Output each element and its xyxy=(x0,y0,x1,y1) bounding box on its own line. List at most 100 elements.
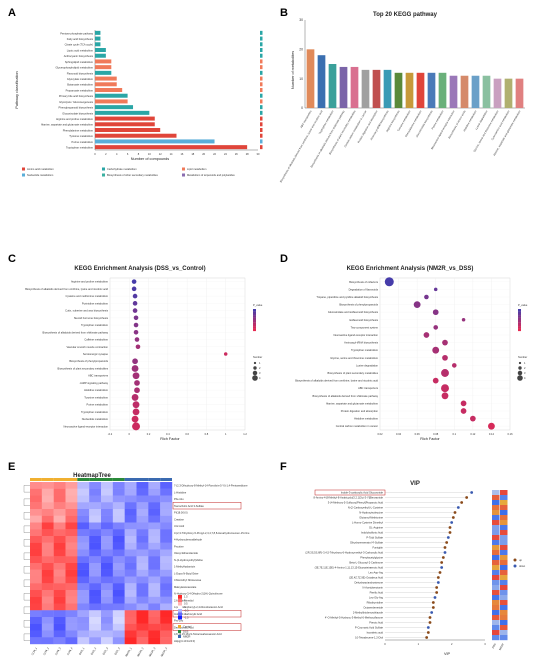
panel-f-vip-dot xyxy=(448,526,452,529)
panel-f-vip-dot xyxy=(435,586,439,589)
panel-a-bar xyxy=(95,122,155,127)
panel-b-y-tick-label: 0 xyxy=(301,106,303,110)
panel-e-heatmap-cell xyxy=(53,529,66,537)
panel-a-x-tick-label: 4 xyxy=(116,152,118,156)
panel-e-heatmap-cell xyxy=(41,576,54,584)
panel-e-scale-step xyxy=(178,609,182,613)
panel-e-heatmap-cell xyxy=(41,596,54,604)
panel-e-heatmap-cell xyxy=(41,502,54,510)
panel-a-x-tick-label: 26 xyxy=(235,152,238,156)
panel-e-heatmap-cell xyxy=(112,569,125,577)
panel-e-heatmap-cell xyxy=(148,509,161,516)
panel-c-category-label: Neuroactive ligand-receptor interaction xyxy=(63,424,108,428)
panel-e-heatmap-cell xyxy=(112,576,125,584)
panel-a-class-marker xyxy=(260,133,263,138)
panel-e-heatmap-cell xyxy=(30,549,43,557)
panel-e-heatmap-cell xyxy=(124,610,137,618)
panel-f-side-heat-cell xyxy=(492,500,500,506)
panel-f-vip-dot xyxy=(443,546,447,549)
panel-f-side-heat-cell xyxy=(492,600,500,606)
panel-e-heatmap-cell xyxy=(41,488,54,496)
panel-e-heatmap-cell xyxy=(53,488,66,496)
panel-d-category-label: Biosynthesis of alkaloids derived from s… xyxy=(313,394,379,398)
panel-e-heatmap-cell xyxy=(101,515,114,523)
panel-d-category-label: Alanine, aspartate and glutamate metabol… xyxy=(326,401,378,405)
panel-f-category-label: DL-Arginine xyxy=(369,525,383,529)
panel-e-heatmap-cell xyxy=(136,603,149,611)
panel-e-heatmap-cell xyxy=(101,576,114,584)
panel-e-heatmap-cell xyxy=(136,623,149,631)
panel-c-legend-gradient-step xyxy=(253,317,256,321)
panel-f-vip-dot xyxy=(430,611,434,614)
panel-e-heatmap-cell xyxy=(89,556,102,564)
panel-c-x-tick-label: -0.2 xyxy=(108,432,113,436)
panel-c-legend-title: P_value xyxy=(253,303,263,307)
panel-a-class-marker xyxy=(260,116,263,121)
panel-d-legend-size-label: 2 xyxy=(524,366,526,370)
panel-e-heatmap-cell xyxy=(30,488,43,496)
panel-e-heatmap-cell xyxy=(65,637,78,645)
panel-e-heatmap-cell xyxy=(101,617,114,624)
panel-e-heatmap-cell xyxy=(89,502,102,510)
panel-c-category-label: Tryptophan metabolism xyxy=(81,323,108,327)
panel-f-side-heat-cell xyxy=(492,530,500,536)
panel-d-bubble xyxy=(460,408,467,414)
panel-e-heatmap-cell xyxy=(160,482,173,489)
panel-e-row-label: 4-Hydroxybenzaldehyde xyxy=(174,538,203,542)
panel-c-bubble xyxy=(131,286,137,292)
panel-e-heatmap-cell xyxy=(160,556,173,564)
panel-e-heatmap-cell xyxy=(89,576,102,584)
panel-e-heatmap-cell xyxy=(136,542,149,550)
panel-e-heatmap-cell xyxy=(30,630,43,638)
panel-f-side-heat-cell xyxy=(500,635,508,641)
panel-a-x-tick-label: 28 xyxy=(246,152,249,156)
panel-e-row-label: 1-Methylhydantoin xyxy=(174,565,196,569)
panel-f-category-label: Pterilic Acid xyxy=(370,590,384,594)
panel-e-row-label: Chlorzethyl Nitrosourea xyxy=(174,578,202,582)
panel-e-heatmap-cell xyxy=(160,549,173,557)
panel-e-dendrogram-branch xyxy=(23,552,30,560)
panel-e-heatmap-cell xyxy=(41,590,54,597)
panel-e-scale-label: -0.5 xyxy=(184,609,189,613)
panel-e-heatmap-cell xyxy=(101,495,114,503)
panel-a-legend-label: Amino acid metabolism xyxy=(27,167,54,171)
panel-a-legend-label: Metabolism of terpenoids and polyketides xyxy=(187,173,235,177)
panel-f-side-heat-cell xyxy=(492,590,500,596)
panel-d-x-tick-label: 0.1 xyxy=(452,432,456,436)
panel-f-side-heat-cell xyxy=(500,620,508,626)
panel-c-x-tick-label: 0.8 xyxy=(205,432,209,436)
panel-d-legend-size-label: 4 xyxy=(524,376,526,380)
panel-e-heatmap-cell xyxy=(148,603,161,611)
panel-f-category-label: Dihydroresveratrol 4'-Sulfate xyxy=(350,540,383,544)
panel-e-heatmap-cell xyxy=(89,596,102,604)
panel-a-bar xyxy=(95,30,101,35)
panel-a-x-tick-label: 2 xyxy=(105,152,107,156)
panel-e-heatmap-cell xyxy=(160,637,173,645)
panel-e-heatmap-cell xyxy=(65,556,78,564)
panel-b-bar xyxy=(504,78,513,108)
panel-e-heatmap-cell xyxy=(101,583,114,591)
panel-c-category-label: Purine metabolism xyxy=(87,403,108,407)
panel-f-side-heat-cell xyxy=(500,510,508,516)
panel-e-heatmap-cell xyxy=(101,482,114,489)
panel-e-heatmap-cell xyxy=(136,502,149,510)
panel-d-category-label: Biosynthesis of plant secondary metaboli… xyxy=(328,371,379,375)
panel-e-heatmap-cell xyxy=(89,488,102,496)
panel-e-dendrogram-branch xyxy=(23,606,30,614)
panel-e-heatmap-cell xyxy=(30,603,43,611)
panel-e-heatmap-cell xyxy=(148,617,161,624)
panel-e-heatmap-cell xyxy=(41,556,54,564)
panel-e-heatmap-cell xyxy=(77,549,90,557)
panel-e-heatmap-cell xyxy=(136,536,149,543)
panel-e-row-label: Deoxycholic Acid xyxy=(174,625,194,629)
panel-e-heatmap-cell xyxy=(89,495,102,503)
panel-d-category-label: Central carbon metabolism in cancer xyxy=(336,424,378,428)
panel-e-scale-label: 1.5 xyxy=(184,595,188,599)
panel-c-category-label: Pyrimidine metabolism xyxy=(82,301,108,305)
panel-c-category-label: Tryptophan metabolism xyxy=(81,410,108,414)
panel-e-heatmap-cell xyxy=(89,610,102,618)
panel-f-side-heat-cell xyxy=(500,610,508,616)
panel-e-heatmap-cell xyxy=(77,502,90,510)
panel-c-bubble xyxy=(135,344,141,350)
panel-e-group-bar-cell xyxy=(30,478,42,481)
